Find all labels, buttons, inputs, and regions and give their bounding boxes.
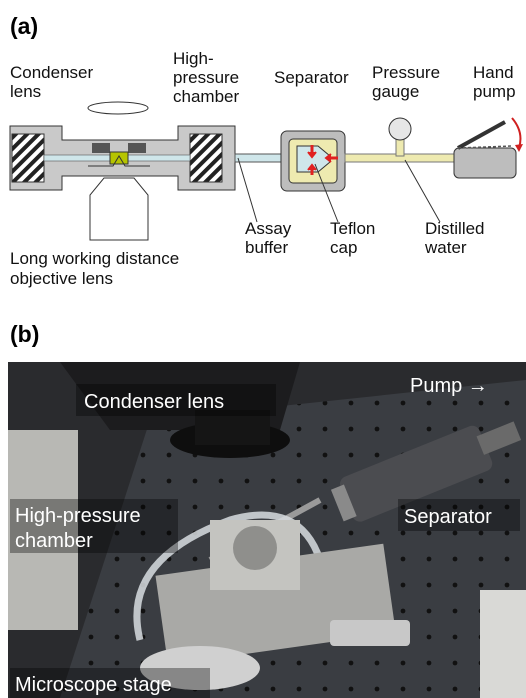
label: gauge — [372, 82, 419, 101]
panel-label: (b) — [10, 321, 39, 347]
label: Separator — [404, 506, 492, 528]
label: Teflon — [330, 219, 375, 238]
label: High- — [173, 49, 214, 68]
label: Hand — [473, 63, 514, 82]
label: cap — [330, 238, 357, 257]
label: objective lens — [10, 269, 113, 288]
label: Pump → — [410, 375, 488, 397]
label: chamber — [15, 530, 93, 552]
label: Condenser — [10, 63, 94, 82]
label: Long working distance — [10, 249, 179, 268]
figure: (a) Condenser lens — [0, 0, 526, 698]
label: buffer — [245, 238, 289, 257]
label: pressure — [173, 68, 239, 87]
label: High-pressure — [15, 505, 141, 527]
panel-label: (a) — [10, 13, 38, 39]
label: chamber — [173, 87, 239, 106]
label: Microscope stage — [15, 674, 172, 696]
label: Pressure — [372, 63, 440, 82]
label: pump — [473, 82, 516, 101]
label: Assay — [245, 219, 292, 238]
label: Separator — [274, 68, 349, 87]
label: water — [424, 238, 467, 257]
label: lens — [10, 82, 41, 101]
label: Distilled — [425, 219, 485, 238]
label: Condenser lens — [84, 391, 224, 413]
